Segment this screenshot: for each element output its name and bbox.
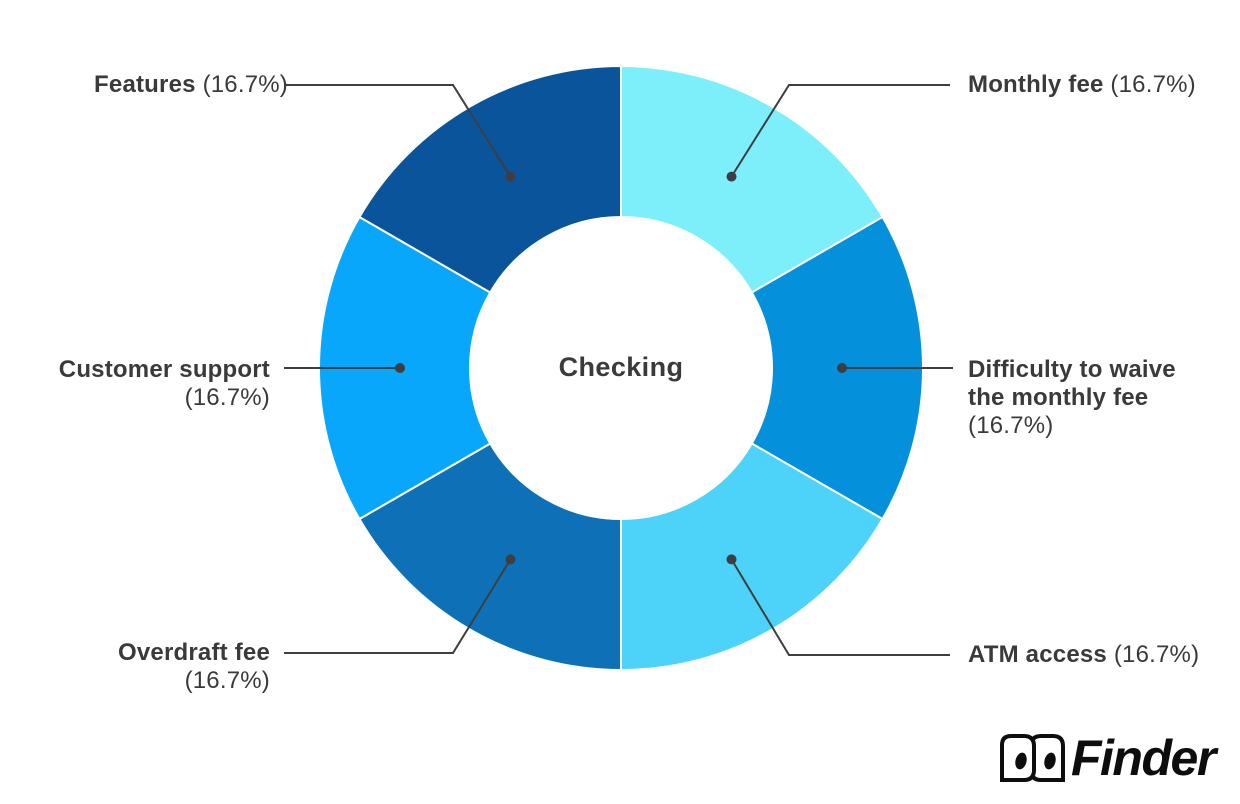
slice-label: Monthly fee: [968, 71, 1104, 98]
callout-customer-support: Customer support (16.7%): [59, 356, 270, 412]
slice-label: Customer support: [58, 356, 270, 383]
donut-slice-2: [620, 442, 884, 672]
finder-logo-graphic: Finder: [1000, 730, 1220, 786]
slice-label: ATM access: [968, 641, 1107, 668]
callout-monthly-fee: Monthly fee (16.7%): [968, 71, 1196, 99]
finder-logo-text: Finder: [1071, 730, 1219, 786]
donut-slice-0: [620, 64, 884, 294]
finder-logo: Finder: [1000, 728, 1232, 786]
donut-slice-5: [358, 64, 622, 294]
leader-line-2: [730, 558, 950, 656]
callout-atm-access: ATM access (16.7%): [968, 641, 1199, 669]
leader-lines-group: [284, 84, 953, 656]
callout-difficulty-to-waive: Difficulty to waive the monthly fee (16.…: [968, 356, 1186, 440]
slice-percent: (16.7%): [202, 71, 288, 98]
slice-label: Overdraft fee: [118, 639, 270, 666]
callout-overdraft-fee: Overdraft fee (16.7%): [118, 639, 270, 695]
leader-dot-2: [726, 554, 737, 565]
leader-dot-1: [837, 363, 847, 373]
finder-eye-pupils: [1015, 752, 1056, 770]
leader-dot-0: [726, 171, 737, 182]
slice-percent: (16.7%): [1110, 71, 1196, 98]
leader-dot-3: [505, 554, 516, 565]
leader-line-3: [284, 558, 512, 654]
slice-label: Features: [94, 71, 196, 98]
slice-percent: (16.7%): [184, 384, 270, 411]
leader-line-0: [730, 84, 950, 178]
leader-line-5: [284, 84, 512, 178]
leader-dot-4: [395, 363, 405, 373]
slice-percent: (16.7%): [1113, 641, 1200, 668]
donut-slice-3: [358, 442, 622, 672]
slice-percent: (16.7%): [184, 667, 270, 694]
slice-percent: (16.7%): [968, 412, 1054, 439]
chart-center-label: Checking: [558, 352, 684, 382]
slice-label: Difficulty to waive the monthly fee: [968, 356, 1176, 411]
callout-features: Features (16.7%): [94, 71, 288, 99]
leader-dot-5: [505, 171, 516, 182]
